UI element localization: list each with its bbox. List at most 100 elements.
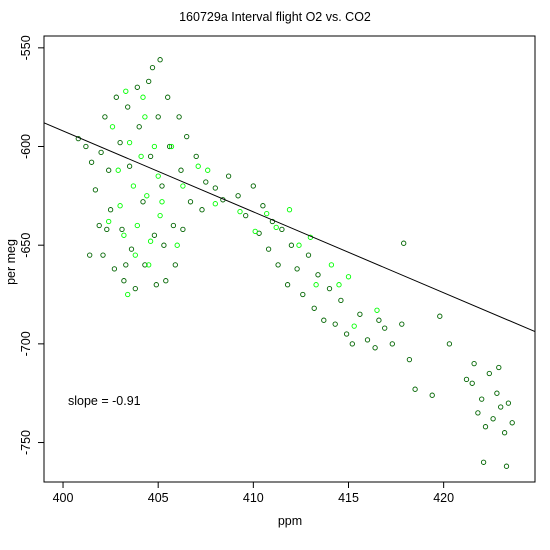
- data-point: [193, 153, 199, 160]
- data-point: [357, 311, 363, 317]
- x-tick-label: 410: [243, 491, 264, 505]
- data-point: [144, 193, 150, 199]
- data-points: [75, 57, 515, 469]
- data-point: [147, 238, 154, 244]
- y-tick-label: -700: [19, 331, 33, 356]
- data-point: [315, 272, 321, 278]
- data-point: [205, 167, 211, 173]
- data-point: [269, 218, 276, 225]
- y-axis-label: per meg: [4, 239, 18, 285]
- data-point: [123, 88, 129, 94]
- data-point: [429, 392, 435, 398]
- data-point: [482, 424, 489, 430]
- x-axis: 400 405 410 415 420: [53, 482, 454, 505]
- data-point: [469, 380, 475, 386]
- regression-line: [43, 122, 536, 333]
- y-tick-label: -750: [19, 430, 33, 455]
- data-point: [486, 370, 492, 377]
- data-point: [142, 114, 148, 120]
- data-point: [336, 282, 342, 288]
- data-point: [505, 400, 512, 406]
- data-point: [286, 207, 293, 213]
- data-point: [104, 226, 110, 233]
- data-point: [212, 185, 218, 191]
- data-point: [225, 173, 232, 179]
- data-point: [296, 242, 302, 248]
- chart-title: 160729a Interval flight O2 vs. CO2: [179, 10, 371, 24]
- data-point: [235, 193, 241, 199]
- data-point: [332, 321, 338, 327]
- data-point: [321, 317, 327, 323]
- data-point: [146, 262, 152, 268]
- data-point: [126, 163, 133, 169]
- data-point: [172, 262, 178, 268]
- data-point: [125, 104, 131, 110]
- data-point: [446, 341, 453, 347]
- data-point: [364, 337, 371, 343]
- data-point: [87, 252, 93, 258]
- y-tick-label: -600: [19, 134, 33, 159]
- data-point: [174, 242, 180, 248]
- data-point: [372, 345, 378, 351]
- data-point: [252, 228, 258, 235]
- data-point: [275, 262, 281, 268]
- data-point: [155, 114, 161, 120]
- data-point: [121, 232, 127, 238]
- data-point: [237, 208, 243, 215]
- data-point: [326, 285, 333, 292]
- data-point: [265, 246, 272, 252]
- data-point: [140, 94, 146, 100]
- data-point: [490, 416, 496, 422]
- data-point: [96, 222, 102, 229]
- data-point: [187, 199, 194, 205]
- data-point: [498, 404, 504, 410]
- x-tick-label: 405: [148, 491, 169, 505]
- data-point: [117, 139, 123, 146]
- x-tick-label: 420: [433, 491, 454, 505]
- data-point: [134, 222, 140, 229]
- data-point: [109, 124, 116, 130]
- data-point: [401, 240, 407, 246]
- data-point: [382, 325, 388, 331]
- data-point: [412, 386, 418, 392]
- data-point: [132, 252, 138, 258]
- data-point: [475, 410, 481, 416]
- data-point: [107, 207, 114, 213]
- data-point: [132, 285, 138, 292]
- data-point: [155, 173, 161, 179]
- data-point: [496, 364, 502, 371]
- data-point: [273, 224, 279, 231]
- data-point: [494, 390, 500, 396]
- data-point: [374, 307, 380, 313]
- data-point: [88, 159, 95, 165]
- plot-frame: [43, 35, 536, 483]
- data-point: [125, 291, 131, 298]
- x-axis-label: ppm: [278, 514, 302, 528]
- data-point: [157, 57, 163, 63]
- data-point: [113, 94, 119, 100]
- data-point: [102, 114, 108, 120]
- data-point: [243, 212, 249, 219]
- y-tick-label: -550: [19, 35, 33, 60]
- data-point: [437, 313, 443, 319]
- data-point: [389, 341, 395, 347]
- data-point: [83, 143, 89, 150]
- data-point: [345, 274, 352, 280]
- data-point: [161, 242, 167, 248]
- data-point: [313, 282, 319, 288]
- data-point: [250, 183, 256, 189]
- data-point: [119, 226, 125, 233]
- data-point: [100, 252, 106, 258]
- data-point: [212, 201, 218, 207]
- x-tick-label: 400: [53, 491, 74, 505]
- data-point: [288, 242, 295, 248]
- data-point: [136, 124, 142, 130]
- y-tick-label: -650: [19, 233, 33, 258]
- x-tick-label: 415: [338, 491, 359, 505]
- data-point: [195, 163, 201, 169]
- data-point: [328, 262, 335, 268]
- data-point: [501, 430, 508, 436]
- data-point: [199, 207, 205, 213]
- data-point: [142, 262, 148, 268]
- data-point: [134, 84, 140, 90]
